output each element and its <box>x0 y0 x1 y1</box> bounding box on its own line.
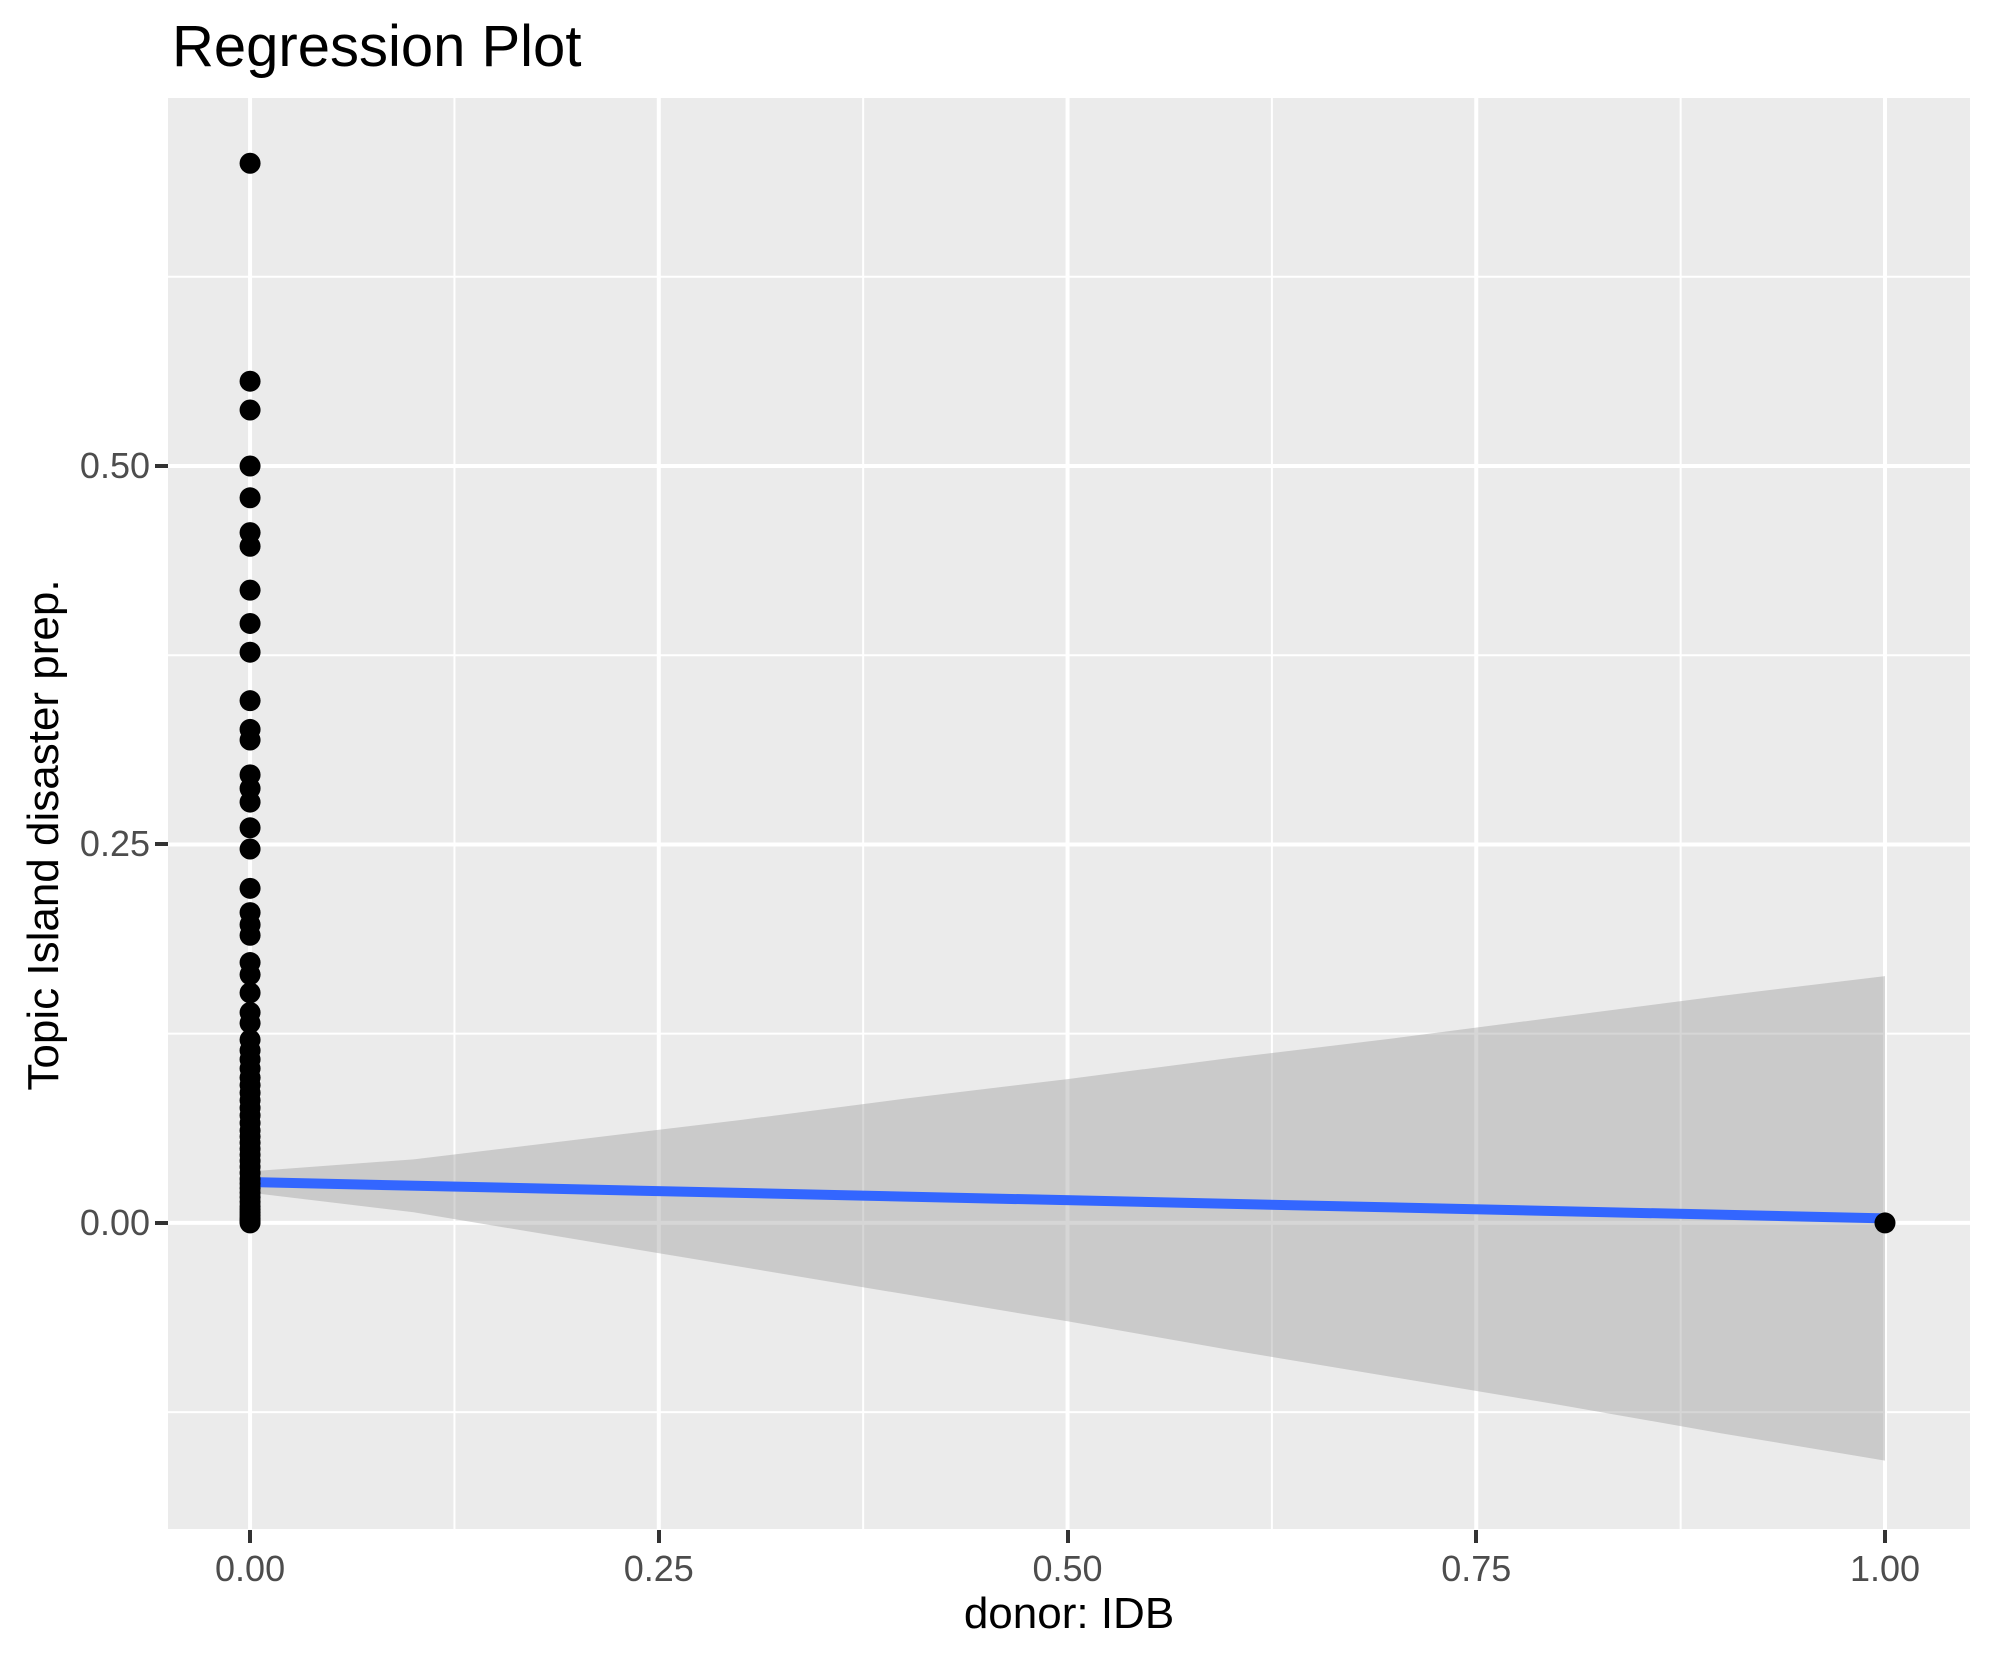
data-point <box>239 1212 261 1234</box>
data-point <box>239 370 261 392</box>
y-axis-tick-label: 0.25 <box>79 823 150 865</box>
x-axis-tick <box>248 1530 253 1543</box>
y-axis-tick <box>155 842 168 847</box>
data-point <box>239 729 261 751</box>
data-point <box>239 641 261 663</box>
y-axis-tick <box>155 464 168 468</box>
regression-line <box>249 1177 1886 1224</box>
data-point <box>239 838 261 860</box>
data-point <box>239 877 261 899</box>
data-point <box>239 924 261 946</box>
y-axis-tick <box>155 1220 168 1225</box>
y-axis-tick-label: 0.50 <box>79 445 150 486</box>
x-axis-tick <box>1065 1530 1070 1543</box>
x-axis-tick-label: 0.50 <box>1032 1548 1103 1589</box>
x-axis-tick-label: 0.75 <box>1441 1548 1512 1589</box>
x-axis-tick-label: 1.00 <box>1849 1548 1921 1589</box>
data-point <box>239 1012 261 1034</box>
data-point <box>239 690 261 712</box>
x-axis-title: donor: IDB <box>963 1589 1175 1638</box>
data-point <box>1874 1212 1896 1234</box>
data-point <box>239 487 261 509</box>
plot-canvas <box>168 98 1970 1529</box>
plot-panel <box>168 98 1970 1529</box>
data-point <box>239 152 261 174</box>
data-point <box>239 964 261 986</box>
data-point <box>239 399 261 421</box>
x-axis-tick-label: 0.00 <box>215 1548 286 1589</box>
x-axis-tick <box>656 1530 661 1543</box>
data-point <box>239 791 261 813</box>
data-point <box>239 982 261 1004</box>
data-point <box>239 535 261 557</box>
x-axis-tick <box>1474 1530 1479 1543</box>
confidence-band <box>250 976 1885 1461</box>
plot-title: Regression Plot <box>172 14 582 79</box>
x-axis-tick-label: 0.25 <box>623 1548 694 1589</box>
x-axis-tick <box>1882 1530 1887 1543</box>
data-point <box>239 612 261 634</box>
data-point <box>239 579 261 601</box>
data-point <box>239 455 261 477</box>
y-axis-tick-label: 0.00 <box>79 1201 150 1243</box>
data-point <box>239 817 261 839</box>
y-axis-title: Topic Island disaster prep. <box>19 579 68 1091</box>
